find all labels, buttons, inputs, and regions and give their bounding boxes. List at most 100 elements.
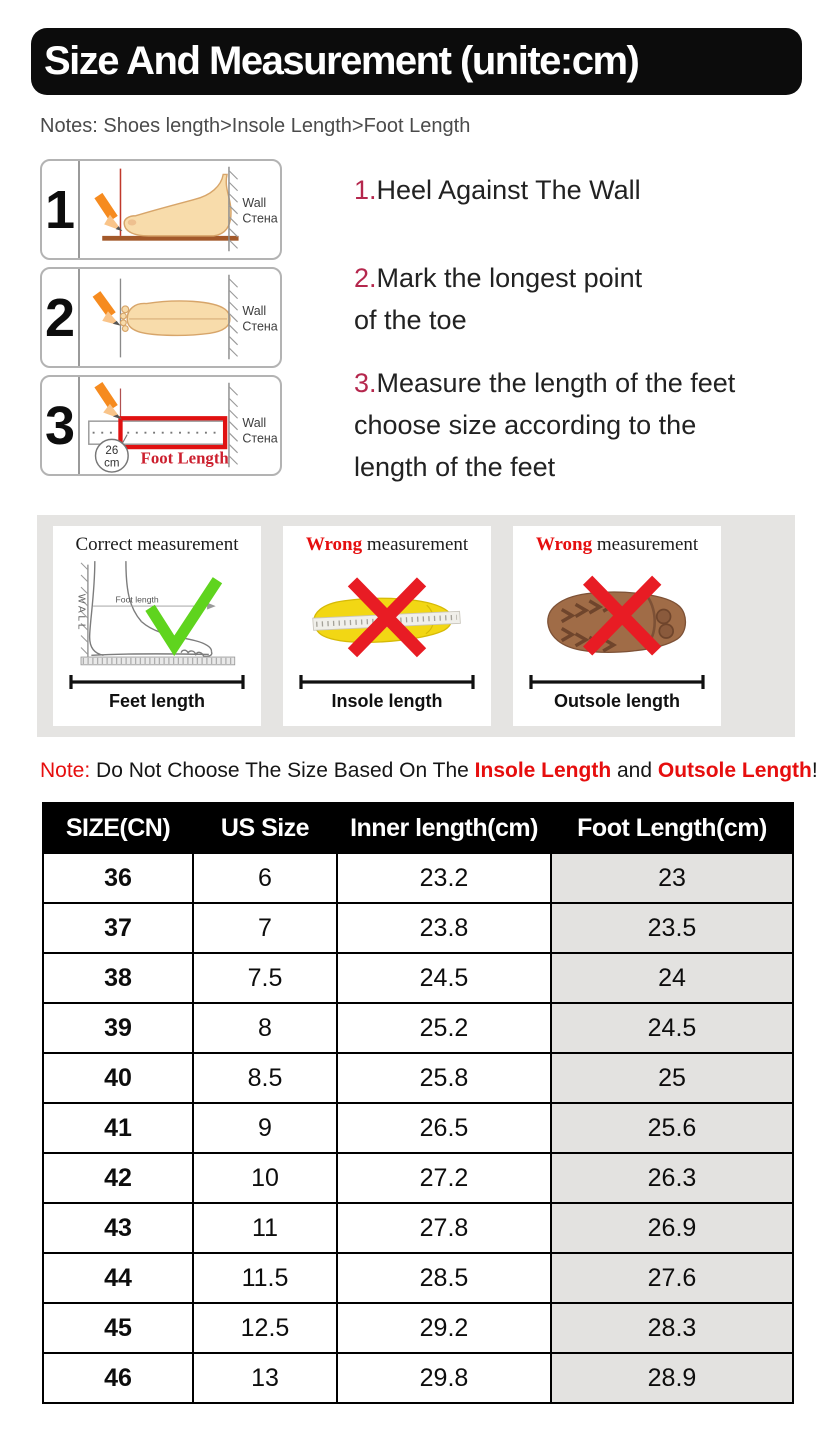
measurement-comparison: Correct measurement WALL Foot l — [37, 515, 795, 737]
table-cell: 25.8 — [336, 1052, 552, 1104]
measure-steps-section: 1 Wall Стена — [40, 159, 833, 488]
table-row: 44 11.5 28.5 27.6 — [42, 1252, 794, 1304]
wall-hatch — [228, 274, 239, 360]
step-number: 2 — [42, 269, 80, 366]
table-cell: 23 — [550, 852, 794, 904]
foot-length-small-label: Foot length — [116, 595, 159, 605]
box-title: Correct measurement — [75, 534, 238, 556]
table-cell: 23.8 — [336, 902, 552, 954]
wall-label-en: Wall — [242, 416, 266, 430]
foot-length-arrow: Foot length — [93, 595, 216, 610]
step-panel-1: 1 Wall Стена — [40, 159, 282, 260]
table-row: 45 12.5 29.2 28.3 — [42, 1302, 794, 1354]
cross-icon — [583, 575, 662, 656]
box-title-prefix: Correct — [75, 534, 133, 555]
table-cell: 43 — [42, 1202, 194, 1254]
step-panel-2: 2 — [40, 267, 282, 368]
wall-label-ru: Стена — [242, 211, 277, 225]
step-panels: 1 Wall Стена — [40, 159, 282, 488]
box-title-rest: measurement — [132, 534, 239, 555]
table-cell: 46 — [42, 1352, 194, 1404]
step-panel-3: 3 26 cm Foot Length — [40, 375, 282, 476]
column-header: US Size — [192, 802, 338, 854]
table-cell: 27.6 — [550, 1252, 794, 1304]
table-cell: 44 — [42, 1252, 194, 1304]
insole-illustration — [312, 577, 461, 658]
column-header: Inner length(cm) — [336, 802, 552, 854]
wall-hatch — [228, 382, 239, 468]
wall-label-en: Wall — [242, 196, 266, 210]
step-text: Measure the length of the feet choose siz… — [354, 368, 736, 482]
table-cell: 24 — [550, 952, 794, 1004]
table-cell: 25.2 — [336, 1002, 552, 1054]
size-table: SIZE(CN) US Size Inner length(cm) Foot Leng… — [42, 802, 794, 1404]
pencil-icon — [94, 192, 123, 232]
table-row: 40 8.5 25.8 25 — [42, 1052, 794, 1104]
size-guide-page: Size And Measurement (unite:cm) Notes: S… — [0, 28, 833, 1404]
table-row: 43 11 27.8 26.9 — [42, 1202, 794, 1254]
ruler-illustration: 26 cm Foot Length Wall Ст — [88, 382, 278, 473]
foot-outline-icon — [88, 561, 213, 658]
table-cell: 27.2 — [336, 1152, 552, 1204]
foot-top-icon — [126, 300, 231, 337]
table-cell: 29.2 — [336, 1302, 552, 1354]
warning-note: Note: Do Not Choose The Size Based On Th… — [40, 759, 833, 783]
correct-measurement-illustration: WALL Foot length — [75, 561, 236, 666]
table-cell: 7.5 — [192, 952, 338, 1004]
box-title: Wrong measurement — [536, 534, 698, 556]
instruction-step-2: 2.Mark the longest point of the toe — [354, 257, 824, 341]
table-cell: 24.5 — [550, 1002, 794, 1054]
step-index: 2. — [354, 263, 377, 293]
table-row: 41 9 26.5 25.6 — [42, 1102, 794, 1154]
instruction-step-1: 1.Heel Against The Wall — [354, 169, 824, 211]
length-bracket — [529, 675, 705, 689]
wrong-outsole-box: Wrong measurement Outsole length — [513, 526, 721, 726]
foot-side-illustration: Wall Стена — [94, 166, 278, 252]
note-body: Do Not Choose The Size Based On The — [90, 759, 475, 782]
length-bracket — [69, 675, 245, 689]
foot-length-label: Foot Length — [141, 448, 230, 467]
wall-label-ru: Стена — [242, 431, 277, 445]
wall-vertical-label: WALL — [75, 594, 86, 632]
note-body: and — [611, 759, 658, 782]
table-cell: 12.5 — [192, 1302, 338, 1354]
column-header: Foot Length(cm) — [550, 802, 794, 854]
table-cell: 26.5 — [336, 1102, 552, 1154]
table-row: 38 7.5 24.5 24 — [42, 952, 794, 1004]
wall-label-ru: Стена — [242, 319, 277, 333]
size-table-body: 36 6 23.2 23 37 7 23.8 23.5 38 7.5 24.5 24 39 8 25.2 24… — [42, 852, 794, 1404]
measure-value: 26 — [105, 445, 118, 457]
table-cell: 10 — [192, 1152, 338, 1204]
wall-label-en: Wall — [242, 304, 266, 318]
table-cell: 9 — [192, 1102, 338, 1154]
toes-detail — [119, 305, 130, 332]
table-cell: 38 — [42, 952, 194, 1004]
box-title-prefix: Wrong — [535, 534, 593, 555]
table-cell: 23.2 — [336, 852, 552, 904]
pencil-icon — [94, 382, 122, 420]
table-cell: 40 — [42, 1052, 194, 1104]
table-row: 37 7 23.8 23.5 — [42, 902, 794, 954]
foot-top-illustration: Wall Стена — [92, 274, 278, 360]
table-cell: 45 — [42, 1302, 194, 1354]
table-cell: 26.3 — [550, 1152, 794, 1204]
instruction-step-3: 3.Measure the length of the feet choose s… — [354, 362, 824, 488]
wall-hatch — [80, 562, 89, 660]
table-row: 36 6 23.2 23 — [42, 852, 794, 904]
column-header: SIZE(CN) — [42, 802, 194, 854]
wall-hatch — [228, 166, 239, 252]
table-row: 42 10 27.2 26.3 — [42, 1152, 794, 1204]
measure-value-badge: 26 cm — [94, 434, 129, 473]
note-suffix: ! — [811, 759, 818, 782]
bracket-label: Feet length — [108, 691, 205, 711]
box-title-rest: measurement — [592, 534, 699, 555]
table-cell: 25 — [550, 1052, 794, 1104]
box-title-rest: measurement — [362, 534, 469, 555]
table-cell: 36 — [42, 852, 194, 904]
page-title: Size And Measurement (unite:cm) — [44, 39, 640, 83]
table-cell: 27.8 — [336, 1202, 552, 1254]
notes-line: Notes: Shoes length>Insole Length>Foot L… — [40, 115, 471, 137]
table-row: 46 13 29.8 28.9 — [42, 1352, 794, 1404]
note-prefix: Note: — [40, 759, 91, 782]
table-cell: 26.9 — [550, 1202, 794, 1254]
